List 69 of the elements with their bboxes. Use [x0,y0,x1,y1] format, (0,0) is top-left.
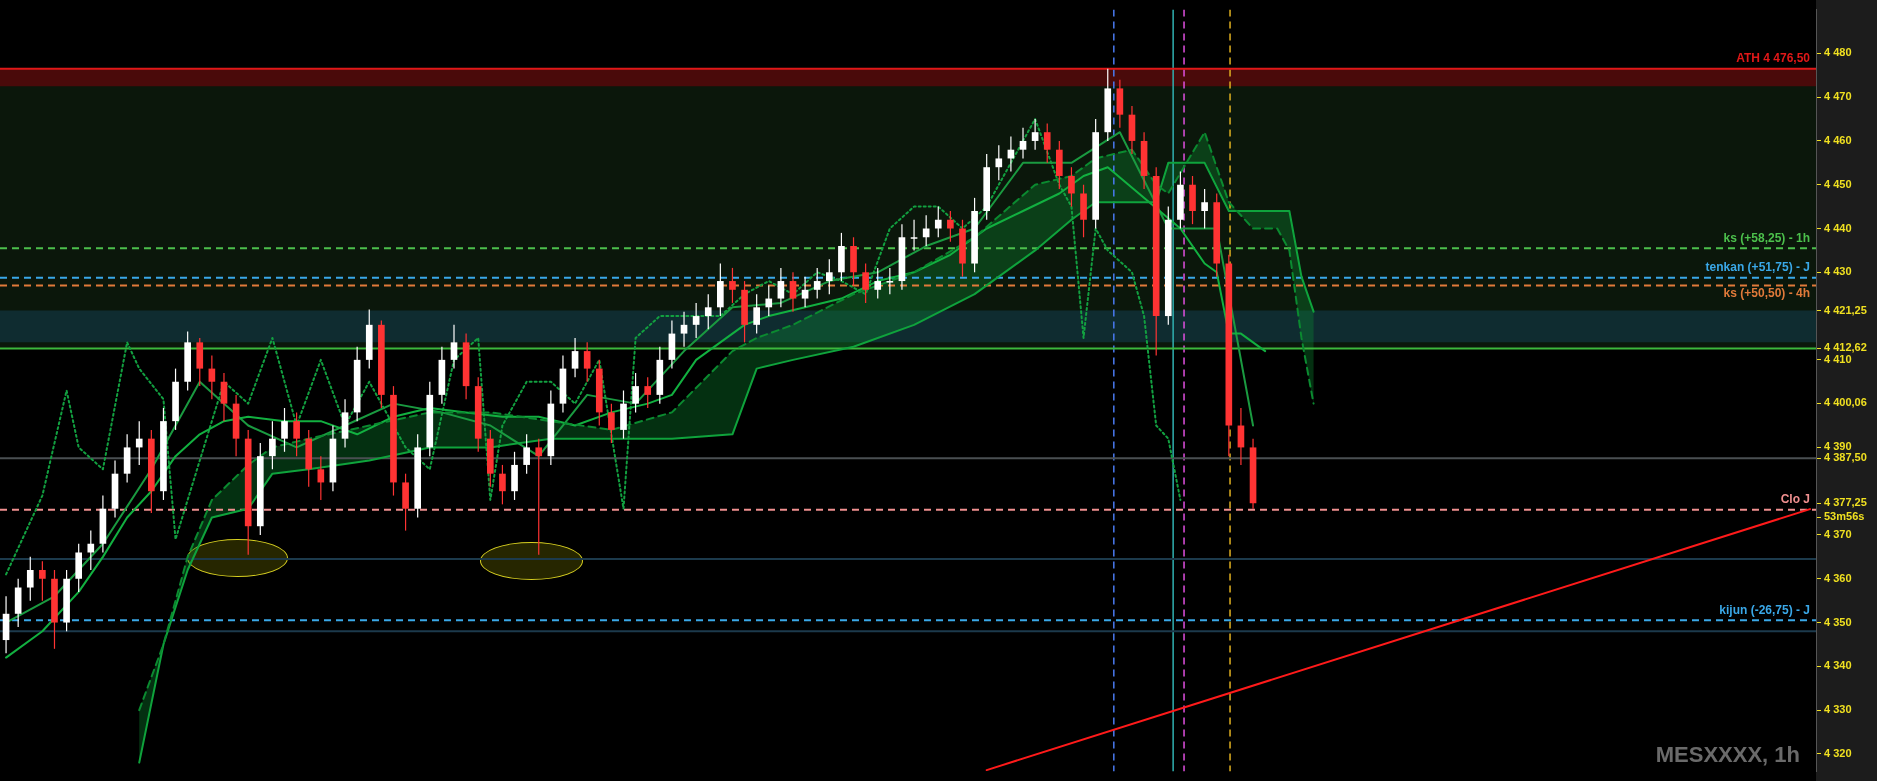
ref-line-label: ks (+50,50) - 4h [1723,285,1810,300]
y-tick-label: 4 330 [1824,703,1852,716]
candlestick [1019,127,1027,160]
candlestick [729,267,736,304]
candlestick [571,337,579,378]
annotation: MESXXXX, 1h [1655,742,1800,768]
candlestick [208,354,216,400]
candlestick [317,455,325,501]
y-tick-label: 4 470 [1824,90,1852,103]
candlestick [523,433,530,475]
y-tick-label: 4 377,25 [1824,496,1867,509]
candlestick [281,407,288,453]
candlestick [1201,188,1208,230]
y-tick-label: 4 412,62 [1824,341,1867,354]
candlestick [220,372,228,422]
candlestick [886,267,894,295]
candlestick [26,556,34,602]
candlestick [269,420,276,470]
candlestick [499,464,506,505]
candlestick [874,267,882,300]
candlestick [995,144,1003,181]
candlestick [801,276,809,308]
y-tick-label: 4 460 [1824,133,1852,146]
candlestick [765,284,773,317]
y-tick-label: 4 410 [1824,352,1852,365]
candlestick [777,267,785,308]
y-tick-label: 4 340 [1824,659,1852,672]
candlestick [644,376,652,409]
candlestick [680,311,688,348]
candlestick [450,324,458,370]
candlestick [704,293,712,330]
y-tick-label: 4 350 [1824,615,1852,628]
candlestick [910,219,918,251]
candlestick [947,210,954,243]
candlestick [862,262,869,304]
y-tick-label: 4 421,25 [1824,303,1867,316]
y-tick-label: 4 390 [1824,440,1852,453]
candlestick [39,560,46,602]
candlestick [813,267,821,300]
ref-line-label: ATH 4 476,50 [1736,51,1811,66]
candlestick [87,530,95,571]
y-tick-label: 4 430 [1824,265,1852,278]
y-tick-label: 4 387,50 [1824,451,1867,464]
y-tick-label: 4 480 [1824,46,1852,59]
candlestick [1068,166,1075,208]
candlestick [1043,122,1051,164]
candlestick [583,341,591,383]
ref-line-label: ks (+58,25) - 1h [1723,230,1810,245]
candlestick [789,271,797,313]
ref-line-label: Clo J [1780,492,1810,507]
ref-line-label: tenkan (+51,75) - J [1705,260,1810,275]
candlestick [632,372,639,413]
y-tick-label: 4 440 [1824,221,1852,234]
candlestick [692,302,700,339]
candlestick [135,420,143,466]
candlestick [608,403,615,444]
y-tick-label: 4 320 [1824,746,1852,759]
y-tick-label: 53m56s [1824,510,1865,523]
candlestick [1031,118,1039,151]
candlestick [934,206,942,238]
candlestick [535,438,543,556]
candlestick [753,293,760,335]
ref-line-label: kijun (-26,75) - J [1719,602,1810,617]
y-tick-label: 4 400,06 [1824,396,1867,409]
y-tick-label: 4 360 [1824,571,1852,584]
candlestick [825,258,833,295]
candlestick [293,411,300,457]
y-tick-label: 4 370 [1824,528,1852,541]
y-tick-label: 4 450 [1824,177,1852,190]
